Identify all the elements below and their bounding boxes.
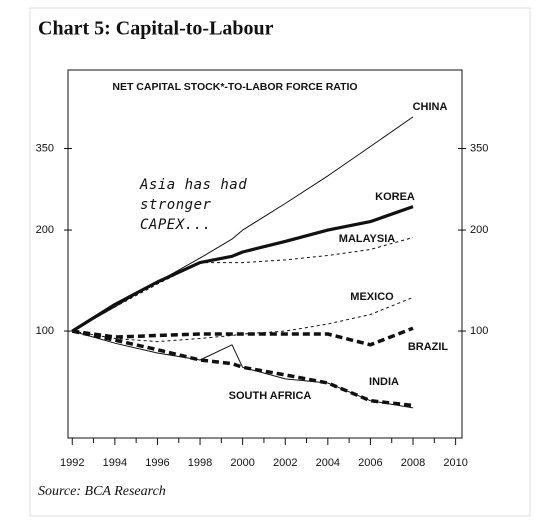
y2-tick-label: 100	[470, 325, 488, 337]
series-line	[72, 326, 414, 347]
series-label: BRAZIL	[408, 341, 449, 353]
y-tick-label: 100	[36, 325, 54, 337]
series-line	[71, 329, 414, 408]
y2-tick-label: 200	[470, 224, 488, 236]
series-label: INDIA	[369, 376, 399, 388]
source: Source: BCA Research	[38, 484, 166, 499]
plot-area	[67, 69, 463, 439]
x-tick-label: 2008	[401, 457, 425, 469]
x-tick-label: 2006	[358, 457, 382, 469]
series-label: MALAYSIA	[339, 233, 395, 245]
x-tick-label: 1992	[60, 457, 84, 469]
chart-subtitle: NET CAPITAL STOCK*-TO-LABOR FORCE RATIO	[112, 81, 357, 93]
frame	[29, 7, 531, 517]
series-line	[71, 205, 414, 333]
series-label: KOREA	[375, 191, 415, 203]
series-line	[72, 237, 414, 332]
y2-tick-label: 350	[470, 142, 488, 154]
chart-title: Chart 5: Capital-to-Labour	[38, 18, 274, 40]
series-label: CHINA	[413, 101, 448, 113]
y-tick-label: 200	[36, 224, 54, 236]
x-tick-label: 1998	[188, 457, 212, 469]
annotation: Asia has had	[139, 177, 247, 193]
x-tick-label: 1994	[103, 457, 127, 469]
series-line	[72, 330, 414, 409]
series-label: MEXICO	[350, 291, 394, 303]
annotation: stronger	[140, 197, 212, 213]
y-tick-label: 350	[36, 142, 54, 154]
x-tick-label: 1996	[145, 457, 169, 469]
series-label: SOUTH AFRICA	[229, 390, 312, 402]
x-tick-label: 2000	[230, 457, 254, 469]
annotation: CAPEX...	[140, 217, 211, 233]
x-tick-label: 2004	[316, 457, 340, 469]
x-tick-label: 2002	[273, 457, 297, 469]
x-tick-label: 2010	[443, 457, 467, 469]
